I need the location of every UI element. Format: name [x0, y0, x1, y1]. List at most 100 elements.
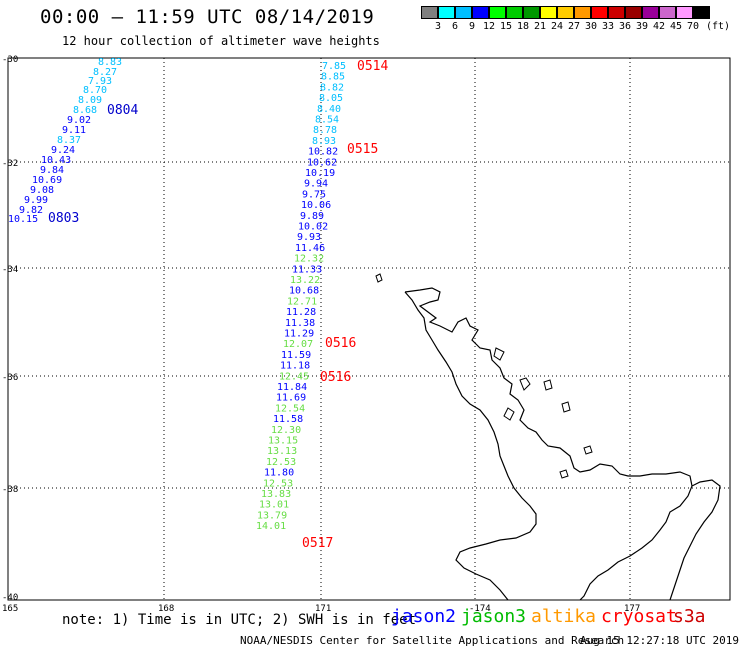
colorbar-label: 30 [584, 21, 598, 32]
time-label: 0517 [302, 536, 333, 551]
swh-value: 12.54 [275, 403, 305, 414]
colorbar-label: 70 [686, 21, 700, 32]
swh-value: 9.99 [24, 195, 48, 206]
swh-value: 8.40 [317, 104, 341, 115]
legend-item-jason3: jason3 [461, 606, 527, 627]
swh-value: 13.22 [290, 275, 320, 286]
colorbar-swatch [676, 6, 693, 19]
swh-value: 13.79 [257, 510, 287, 521]
colorbar-label: 24 [550, 21, 564, 32]
swh-value: 12.45 [279, 371, 309, 382]
swh-value: 10.43 [41, 155, 71, 166]
island-6 [375, 273, 383, 283]
swh-value: 10.68 [289, 286, 319, 297]
colorbar-label: 36 [618, 21, 632, 32]
time-label: 0516 [320, 370, 351, 385]
satellite-tracks: 8.838.277.938.708.098.689.029.118.379.24… [8, 57, 388, 551]
colorbar-labels: 3 6 9 12 15 18 21 24 27 30 33 36 39 42 45 70 [421, 21, 740, 33]
swh-value: 11.80 [264, 468, 294, 479]
swh-value: 12.71 [287, 296, 317, 307]
swh-value: 8.78 [313, 125, 337, 136]
island-2 [543, 379, 553, 391]
lat-tick-label: -32 [2, 159, 18, 169]
swh-value: 9.02 [67, 115, 91, 126]
colorbar-label: 6 [451, 21, 459, 32]
lat-tick-label: -38 [2, 485, 18, 495]
time-label: 0515 [347, 142, 378, 157]
colorbar-label: 39 [635, 21, 649, 32]
time-label: 0804 [107, 103, 138, 118]
swh-value: 8.68 [73, 105, 97, 116]
lon-tick-label: 165 [2, 604, 18, 614]
swh-value: 9.84 [40, 165, 64, 176]
colorbar-swatch [642, 6, 659, 19]
east-cape-coast [669, 479, 721, 601]
colorbar-label: 9 [468, 21, 476, 32]
swh-value: 11.58 [273, 414, 303, 425]
swh-value: 8.70 [83, 85, 107, 96]
swh-value: 12.32 [294, 254, 324, 265]
swh-value: 10.62 [307, 157, 337, 168]
legend-item-s3a: s3a [673, 606, 706, 627]
swh-value: 11.84 [277, 382, 307, 393]
units-note: note: 1) Time is in UTC; 2) SWH is in fe… [62, 612, 417, 628]
lon-tick-label: 177 [624, 604, 640, 614]
swh-value: 11.29 [284, 329, 314, 340]
swh-value: 9.75 [302, 189, 326, 200]
lon-tick-label: 171 [315, 604, 331, 614]
swh-value: 9.89 [300, 211, 324, 222]
north-island-west-coast [404, 291, 537, 601]
colorbar [421, 6, 710, 19]
colorbar-swatch [591, 6, 608, 19]
colorbar-label: 45 [669, 21, 683, 32]
colorbar-swatch [574, 6, 591, 19]
island-3 [561, 401, 571, 413]
legend-item-cryosat: cryosat [601, 606, 677, 627]
swh-value: 7.85 [322, 61, 346, 72]
swh-value: 10.02 [298, 222, 328, 233]
timestamp-text: Aug 15 12:27:18 UTC 2019 [580, 634, 739, 647]
colorbar-swatch [472, 6, 489, 19]
colorbar-swatch [659, 6, 676, 19]
swh-value: 8.82 [320, 82, 344, 93]
colorbar-label: 3 [434, 21, 442, 32]
colorbar-label: 15 [499, 21, 513, 32]
swh-value: 10.82 [308, 147, 338, 158]
swh-value: 9.08 [30, 185, 54, 196]
legend-item-jason2: jason2 [391, 606, 457, 627]
swh-value: 11.38 [285, 318, 315, 329]
colorbar-swatch [506, 6, 523, 19]
swh-value: 8.27 [93, 67, 117, 78]
colorbar-label: 18 [516, 21, 530, 32]
north-island-coast [404, 287, 693, 601]
swh-value: 12.53 [266, 457, 296, 468]
swh-value: 12.07 [283, 339, 313, 350]
swh-value: 10.15 [8, 214, 38, 225]
colorbar-label: 27 [567, 21, 581, 32]
swh-value: 9.82 [19, 205, 43, 216]
colorbar-swatch [625, 6, 642, 19]
colorbar-unit: (ft) [706, 21, 731, 32]
swh-value: 13.01 [259, 500, 289, 511]
swh-value: 10.19 [305, 168, 335, 179]
swh-value: 9.94 [304, 179, 328, 190]
swh-value: 8.37 [57, 135, 81, 146]
map-frame [7, 57, 731, 601]
lat-tick-label: -36 [2, 373, 18, 383]
map-subtitle: 12 hour collection of altimeter wave hei… [62, 34, 380, 48]
colorbar-swatch [438, 6, 455, 19]
colorbar-label: 33 [601, 21, 615, 32]
swh-value: 8.09 [78, 95, 102, 106]
swh-value: 11.18 [280, 361, 310, 372]
legend-item-altika: altika [531, 606, 597, 627]
swh-value: 13.15 [268, 436, 298, 447]
swh-value: 11.59 [281, 350, 311, 361]
colorbar-swatch [489, 6, 506, 19]
coast-detail-1 [493, 347, 505, 361]
swh-value: 13.83 [261, 489, 291, 500]
colorbar-swatch [523, 6, 540, 19]
grid-lines [8, 58, 730, 600]
colorbar-swatch [693, 6, 710, 19]
swh-value: 10.69 [32, 175, 62, 186]
time-label: 0516 [325, 336, 356, 351]
